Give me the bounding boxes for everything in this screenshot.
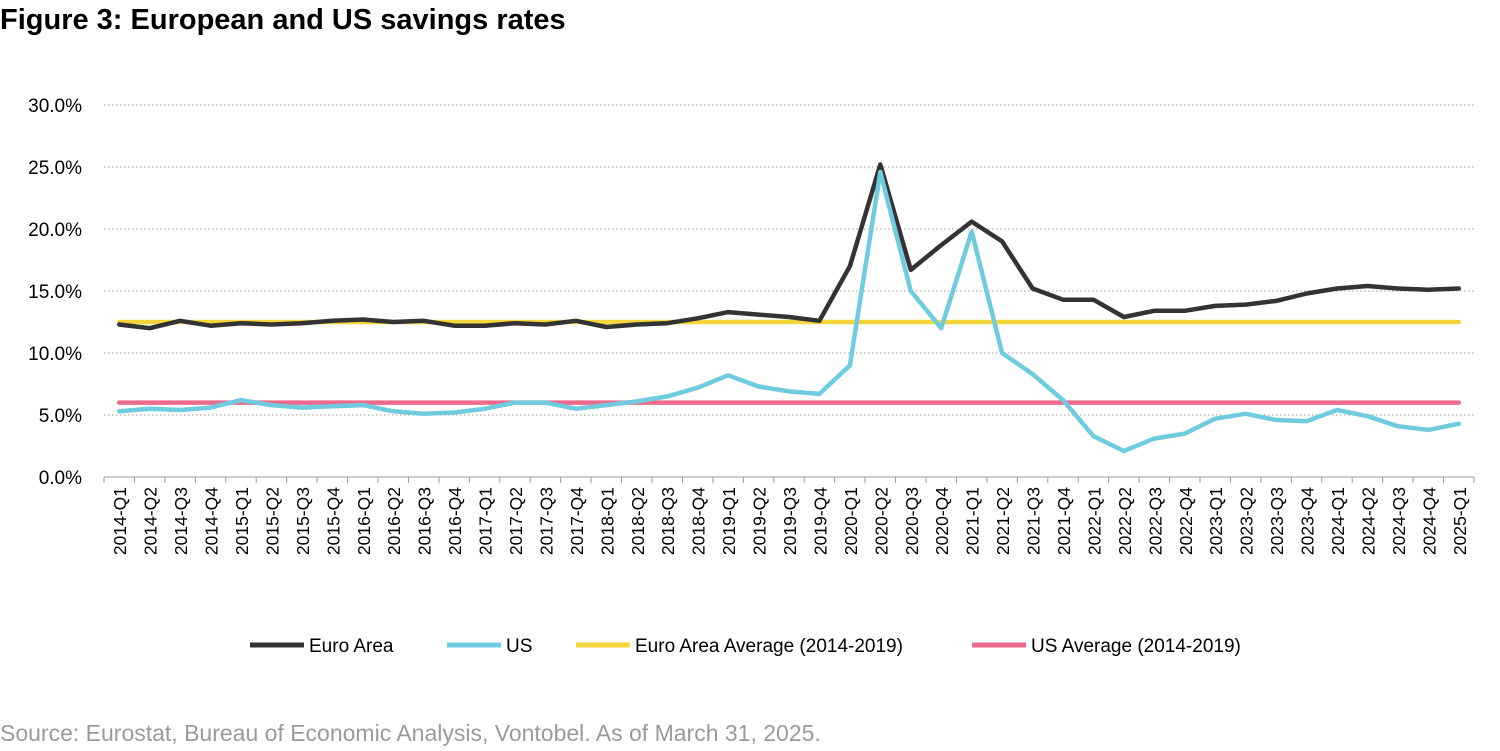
x-tick-label: 2014-Q4: [202, 487, 222, 555]
series-line-euro-area: [116, 162, 1462, 331]
x-tick-label: 2017-Q4: [567, 487, 587, 555]
x-tick-label: 2020-Q4: [932, 487, 952, 555]
x-tick-label: 2016-Q2: [384, 487, 404, 555]
legend-label: Euro Area: [309, 636, 394, 657]
x-tick-label: 2021-Q2: [993, 487, 1013, 555]
y-tick-label: 30.0%: [28, 96, 82, 117]
x-tick-label: 2017-Q3: [536, 487, 556, 555]
x-tick-label: 2023-Q3: [1267, 487, 1287, 555]
y-tick-label: 25.0%: [28, 158, 82, 179]
y-tick-label: 10.0%: [28, 344, 82, 365]
x-tick-label: 2024-Q1: [1328, 487, 1348, 555]
series-lines: [116, 162, 1462, 454]
x-tick-label: 2024-Q3: [1389, 487, 1409, 555]
x-tick-label: 2022-Q1: [1084, 487, 1104, 555]
x-tick-label: 2024-Q2: [1358, 487, 1378, 555]
x-tick-label: 2023-Q4: [1298, 487, 1318, 555]
legend-label: US Average (2014-2019): [1031, 636, 1241, 657]
x-tick-label: 2018-Q2: [628, 487, 648, 555]
y-tick-label: 20.0%: [28, 220, 82, 241]
x-tick-label: 2022-Q2: [1115, 487, 1135, 555]
x-tick-label: 2020-Q3: [902, 487, 922, 555]
x-tick-label: 2016-Q1: [354, 487, 374, 555]
x-tick-label: 2018-Q4: [689, 487, 709, 555]
x-tick-label: 2015-Q4: [323, 487, 343, 555]
x-tick-label: 2019-Q1: [719, 487, 739, 555]
x-tick-label: 2016-Q3: [415, 487, 435, 555]
gridlines: [104, 104, 1474, 416]
x-tick-label: 2023-Q1: [1206, 487, 1226, 555]
x-tick-label: 2018-Q1: [597, 487, 617, 555]
x-tick-label: 2021-Q4: [1054, 487, 1074, 555]
x-tick-label: 2020-Q1: [841, 487, 861, 555]
x-axis-ticks: 2014-Q1 2014-Q2 2014-Q3 2014-Q4 2015-Q1 2015-…: [103, 477, 1475, 555]
x-tick-label: 2025-Q1: [1450, 487, 1470, 555]
x-tick-label: 2015-Q3: [293, 487, 313, 555]
x-tick-label: 2015-Q2: [262, 487, 282, 555]
x-tick-label: 2022-Q4: [1176, 487, 1196, 555]
x-tick-label: 2024-Q4: [1419, 487, 1439, 555]
legend: Euro Area US Euro Area Average (2014-2019)…: [250, 636, 1241, 657]
x-tick-label: 2019-Q3: [780, 487, 800, 555]
x-tick-label: 2014-Q3: [171, 487, 191, 555]
x-tick-label: 2021-Q3: [1024, 487, 1044, 555]
x-tick-label: 2014-Q1: [110, 487, 130, 555]
y-tick-label: 5.0%: [39, 406, 82, 427]
x-tick-label: 2014-Q2: [141, 487, 161, 555]
x-tick-label: 2017-Q2: [506, 487, 526, 555]
x-tick-label: 2022-Q3: [1145, 487, 1165, 555]
x-tick-label: 2018-Q3: [658, 487, 678, 555]
x-tick-label: 2021-Q1: [963, 487, 983, 555]
x-tick-label: 2020-Q2: [871, 487, 891, 555]
x-tick-label: 2023-Q2: [1237, 487, 1257, 555]
legend-label: US: [506, 636, 532, 657]
legend-label: Euro Area Average (2014-2019): [635, 636, 903, 657]
y-tick-label: 15.0%: [28, 282, 82, 303]
x-tick-label: 2019-Q2: [750, 487, 770, 555]
source-note: Source: Eurostat, Bureau of Economic Ana…: [0, 720, 821, 746]
x-tick-label: 2016-Q4: [445, 487, 465, 555]
y-axis-ticks: 0.0% 5.0% 10.0% 15.0% 20.0% 25.0% 30.0%: [28, 96, 82, 489]
series-line-us: [116, 169, 1462, 454]
y-tick-label: 0.0%: [39, 468, 82, 489]
chart-title: Figure 3: European and US savings rates: [0, 4, 566, 36]
x-tick-label: 2017-Q1: [476, 487, 496, 555]
x-tick-label: 2015-Q1: [232, 487, 252, 555]
x-tick-label: 2019-Q4: [810, 487, 830, 555]
